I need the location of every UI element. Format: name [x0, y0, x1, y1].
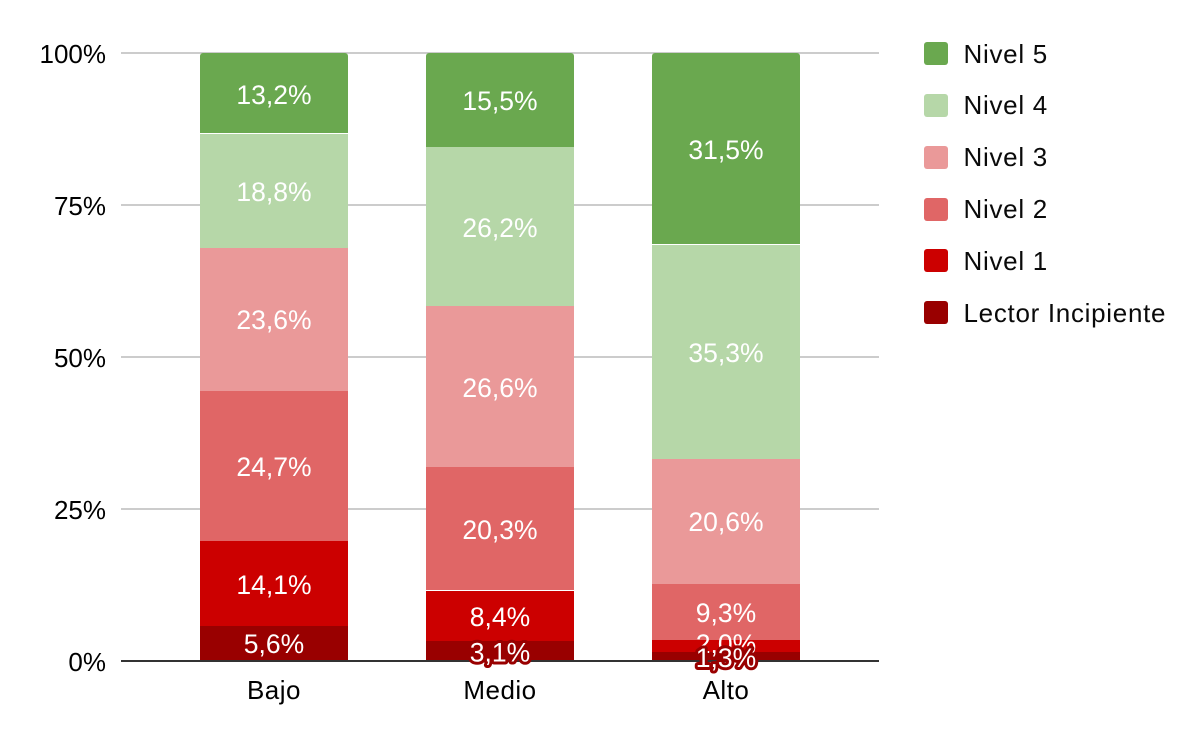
svg-text:3,1%: 3,1%: [470, 637, 530, 667]
svg-text:1,3%: 1,3%: [696, 643, 756, 673]
